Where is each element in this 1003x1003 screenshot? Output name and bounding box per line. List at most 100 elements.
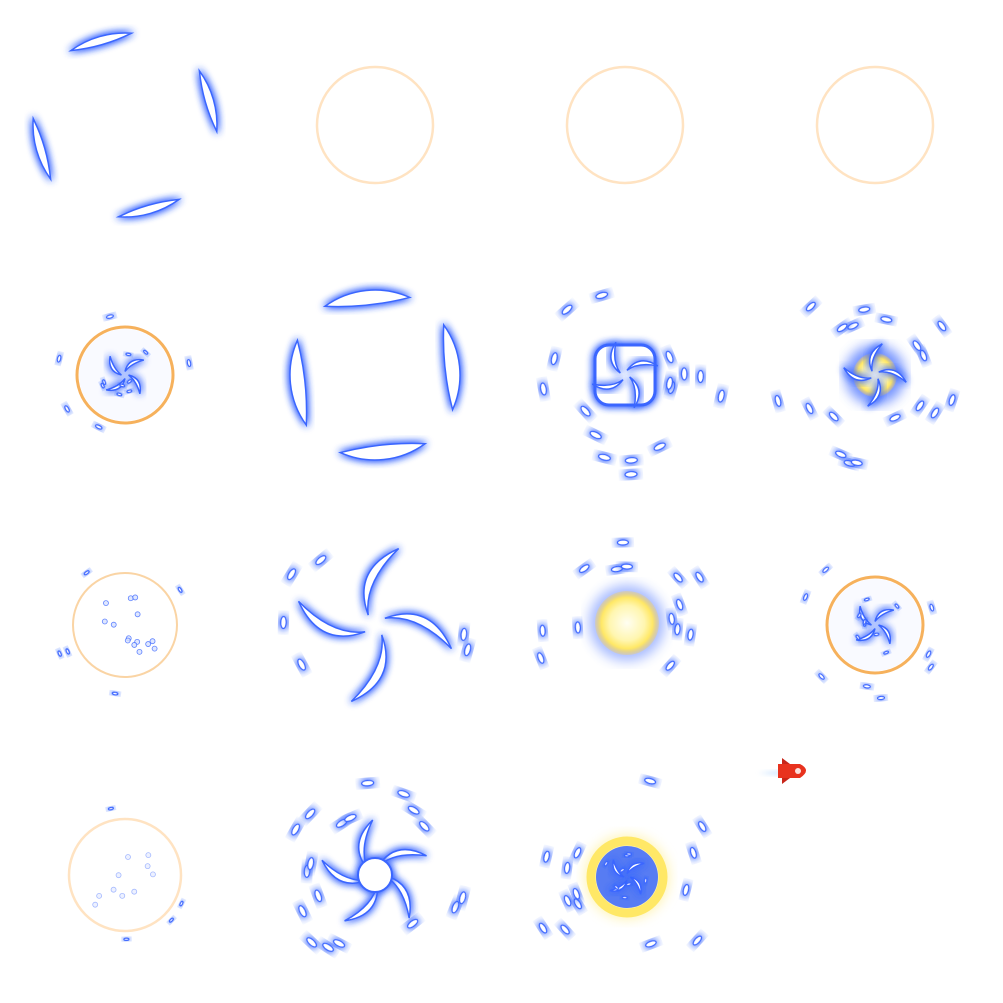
spark-particle	[835, 450, 847, 459]
vortex-blade	[843, 367, 872, 382]
dust-dot	[151, 645, 158, 652]
sprite-frame-1	[32, 32, 218, 218]
dust-dot	[125, 854, 131, 860]
spark-particle	[673, 572, 683, 583]
sprite-frame-3	[565, 65, 685, 185]
spark-particle	[407, 918, 419, 929]
orb-core	[596, 846, 658, 908]
spark-particle	[125, 352, 132, 357]
spark-particle	[927, 663, 934, 671]
sprite-frame-16	[750, 750, 1000, 1000]
dust-dot	[131, 888, 138, 895]
energy-arc	[322, 289, 412, 308]
sprite-frame-7	[539, 291, 725, 478]
spark-particle	[314, 889, 323, 903]
spark-particle	[539, 624, 546, 637]
shield-ring	[565, 65, 685, 185]
spark-particle	[645, 940, 657, 948]
sprite-frame-6	[289, 289, 461, 461]
dust-dot	[103, 600, 109, 606]
spark-particle	[883, 650, 890, 655]
spark-particle	[287, 568, 297, 581]
dust-dot	[134, 611, 141, 618]
spark-particle	[107, 806, 114, 811]
spark-particle	[305, 808, 316, 820]
spark-particle	[407, 805, 420, 815]
spark-particle	[539, 382, 547, 396]
spark-particle	[668, 612, 675, 625]
dust-dot	[110, 886, 117, 893]
spark-particle	[863, 597, 870, 602]
spark-particle	[929, 603, 935, 612]
spark-particle	[564, 861, 571, 874]
spark-particle	[665, 660, 675, 671]
spark-particle	[930, 407, 940, 419]
spark-particle	[644, 777, 657, 785]
spark-particle	[621, 895, 628, 900]
sprite-frame-11	[537, 539, 704, 671]
spark-particle	[717, 389, 725, 403]
spark-particle	[573, 898, 582, 910]
spark-particle	[538, 922, 548, 934]
spark-particle	[361, 779, 375, 787]
energy-arc	[32, 115, 52, 182]
vortex-blade	[382, 874, 411, 919]
spark-particle	[687, 628, 694, 641]
spark-particle	[102, 379, 106, 386]
spark-particle	[697, 369, 704, 384]
spark-particle	[550, 352, 558, 366]
sprite-frame-15	[538, 777, 707, 948]
vortex-blade	[297, 600, 366, 637]
spark-particle	[682, 883, 690, 896]
spark-particle	[822, 566, 830, 573]
spark-particle	[572, 887, 580, 900]
spark-particle	[680, 367, 688, 381]
vortex-blade	[124, 358, 144, 372]
sprite-frame-12	[802, 566, 935, 701]
spark-particle	[56, 354, 62, 363]
spark-particle	[64, 405, 70, 413]
spark-particle	[322, 942, 334, 952]
sprite-frame-14	[291, 779, 467, 952]
spark-particle	[65, 648, 70, 655]
spark-particle	[624, 471, 638, 478]
dust-dot	[145, 641, 152, 647]
spark-particle	[616, 539, 630, 546]
spark-particle	[83, 570, 90, 576]
sprite-frame-13	[67, 806, 184, 941]
spark-particle	[855, 634, 861, 641]
vortex-blade	[108, 356, 122, 376]
spark-particle	[828, 411, 839, 422]
energy-arc	[338, 442, 428, 461]
spark-particle	[344, 813, 357, 822]
spark-particle	[625, 882, 632, 887]
spark-particle	[168, 917, 174, 923]
spark-particle	[116, 392, 123, 397]
spark-particle	[307, 857, 315, 871]
vortex-blade	[128, 374, 142, 394]
shield-ring	[586, 836, 668, 918]
spark-particle	[665, 350, 674, 364]
spark-particle	[643, 877, 648, 884]
sprite-frame-10	[280, 547, 472, 703]
spark-particle	[666, 376, 674, 390]
dust-dot	[124, 637, 131, 644]
spark-particle	[561, 304, 573, 315]
spark-particle	[177, 586, 183, 593]
sprite-frame-8	[774, 301, 956, 467]
spark-particle	[563, 895, 572, 907]
spark-particle	[912, 340, 922, 351]
spark-particle	[619, 867, 625, 873]
vortex-blade	[610, 341, 621, 374]
spark-particle	[597, 453, 611, 461]
spark-particle	[123, 937, 130, 941]
spark-particle	[625, 852, 633, 856]
spark-particle	[458, 891, 467, 905]
dust-dot	[101, 618, 108, 625]
dust-dot	[92, 901, 99, 908]
spark-particle	[857, 612, 862, 619]
shield-ring	[815, 65, 935, 185]
spark-particle	[179, 900, 184, 907]
spark-particle	[589, 430, 602, 440]
vortex-blade	[591, 379, 624, 390]
